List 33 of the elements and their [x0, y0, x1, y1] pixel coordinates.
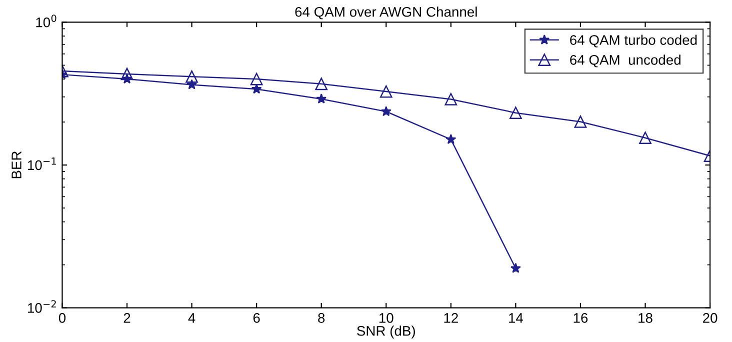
- x-tick-label: 2: [124, 313, 130, 323]
- point: [186, 70, 198, 83]
- chart-title: 64 QAM over AWGN Channel: [295, 6, 477, 20]
- x-tick-label: 10: [379, 313, 394, 323]
- x-tick-label: 0: [58, 313, 66, 323]
- point: [120, 68, 134, 80]
- legend-label: 64 QAM uncoded: [570, 54, 680, 68]
- point: [315, 78, 328, 90]
- point: [639, 132, 652, 144]
- point: [510, 106, 522, 120]
- point: [250, 72, 263, 86]
- x-tick-label: 12: [444, 313, 458, 323]
- y-tick-label: 10$^{0}$: [36, 14, 56, 28]
- y-tick-label: 10$^{−2}$: [28, 300, 56, 313]
- x-tick-label: 16: [574, 313, 588, 323]
- point: [380, 85, 392, 98]
- x-tick-label: 18: [638, 313, 652, 323]
- y-tick-label: 10$^{−1}$: [28, 158, 56, 170]
- x-tick-label: 6: [253, 313, 260, 323]
- point: [316, 94, 327, 104]
- x-axis-title: SNR (dB): [357, 326, 415, 339]
- x-tick-label: 14: [509, 313, 524, 323]
- point: [444, 93, 458, 106]
- point: [251, 84, 262, 94]
- point: [446, 134, 456, 144]
- x-tick-label: 20: [703, 313, 718, 323]
- legend-label: 64 QAM turbo coded: [570, 34, 697, 48]
- point: [510, 262, 521, 273]
- x-tick-label: 8: [318, 313, 325, 323]
- x-tick-label: 4: [188, 313, 196, 323]
- y-axis-title: BER: [12, 151, 22, 178]
- point: [574, 116, 587, 128]
- point: [380, 106, 392, 116]
